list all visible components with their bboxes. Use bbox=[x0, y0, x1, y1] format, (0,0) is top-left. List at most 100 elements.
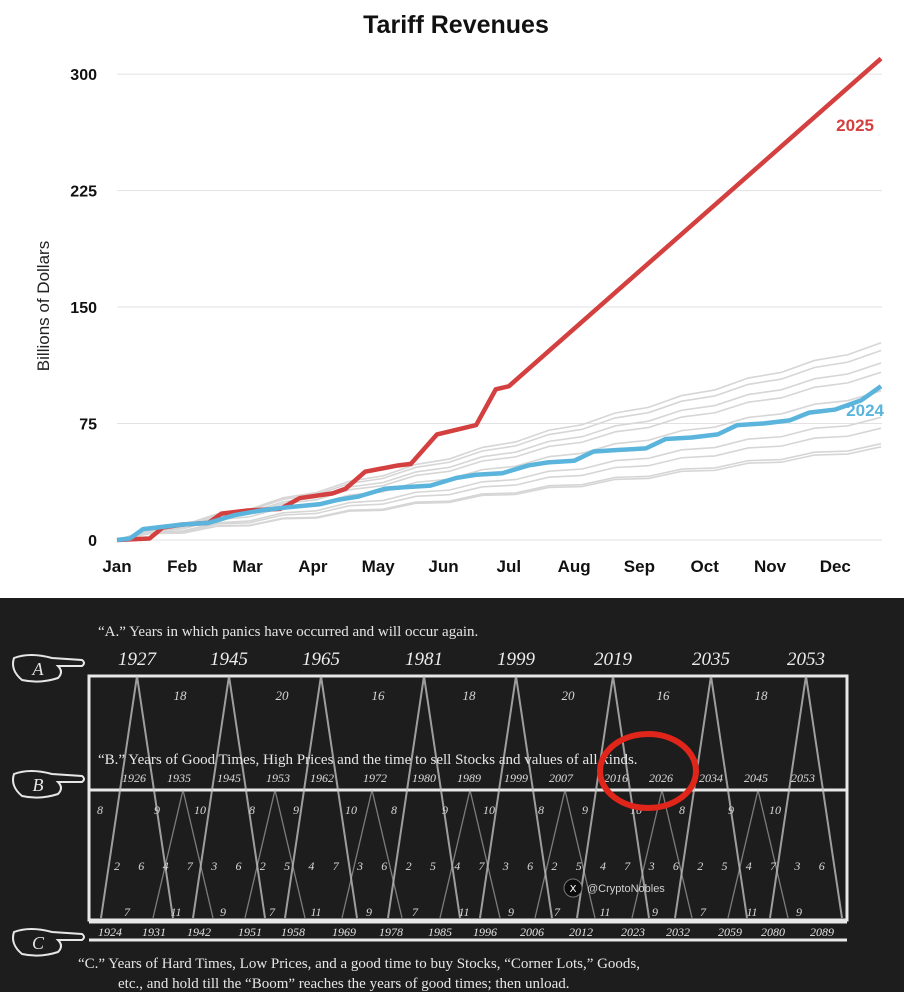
hard-years: 1924 1931 1942 1951 1958 1969 1978 1985 1996 2006… bbox=[89, 920, 847, 942]
watermark: X @CryptoNobles bbox=[563, 878, 665, 898]
y-ticks: 0 75 150 225 300 bbox=[70, 67, 97, 550]
cycle-number-mid: 7 bbox=[624, 859, 631, 873]
cycle-number-mid: 2 bbox=[551, 859, 557, 873]
chart-canvas: Tariff Revenues Billions of Dollars 0 75 1… bbox=[34, 11, 885, 576]
x-tick-label: Jan bbox=[102, 557, 131, 576]
good-year: 1999 bbox=[504, 771, 528, 785]
good-year: 1953 bbox=[266, 771, 290, 785]
x-tick-label: Mar bbox=[232, 557, 263, 576]
cycle-triangle bbox=[479, 675, 553, 919]
x-logo-glyph: X bbox=[570, 884, 577, 895]
benner-background bbox=[0, 598, 904, 992]
hard-year: 1931 bbox=[142, 925, 166, 939]
panic-year: 2019 bbox=[594, 649, 633, 670]
good-year: 2016 bbox=[604, 771, 628, 785]
x-tick-label: May bbox=[362, 557, 396, 576]
x-logo-icon bbox=[563, 878, 583, 898]
hard-year: 2080 bbox=[761, 925, 785, 939]
panic-interval: 18 bbox=[755, 688, 769, 703]
cycle-number-mid: 7 bbox=[187, 859, 194, 873]
cycle-triangle-small bbox=[439, 789, 501, 919]
cycle-number-mid: 3 bbox=[210, 859, 217, 873]
panic-interval: 16 bbox=[372, 688, 386, 703]
cycle-number-bottom: 9 bbox=[652, 905, 658, 919]
cycle-number-bottom: 9 bbox=[796, 905, 802, 919]
panic-year: 1927 bbox=[118, 649, 158, 670]
cycle-number-bottom: 9 bbox=[220, 905, 226, 919]
panic-year: 1965 bbox=[302, 649, 340, 670]
cycle-number-mid: 7 bbox=[333, 859, 340, 873]
section-b-description: “B.” Years of Good Times, High Prices an… bbox=[98, 752, 638, 768]
hard-year: 2089 bbox=[810, 925, 834, 939]
cycle-number-mid: 5 bbox=[722, 859, 728, 873]
gridlines bbox=[117, 73, 882, 541]
cycle-number-mid: 6 bbox=[673, 859, 679, 873]
x-tick-label: Sep bbox=[624, 557, 655, 576]
pointing-hands: A B C bbox=[12, 654, 85, 957]
cycle-number-mid: 6 bbox=[236, 859, 242, 873]
section-a-description: “A.” Years in which panics have occurred… bbox=[98, 624, 478, 640]
cycle-number-top: 10 bbox=[769, 803, 781, 817]
cycle-number-top: 9 bbox=[728, 803, 734, 817]
y-tick-label: 300 bbox=[70, 67, 97, 84]
panic-year: 1981 bbox=[405, 649, 443, 670]
historical-year-line bbox=[116, 390, 882, 541]
y-tick-label: 225 bbox=[70, 184, 97, 201]
cycle-triangle bbox=[674, 675, 748, 919]
hard-year: 2059 bbox=[718, 925, 742, 939]
cycle-number-mid: 3 bbox=[793, 859, 800, 873]
good-year: 2034 bbox=[699, 771, 723, 785]
hard-year: 1924 bbox=[98, 925, 122, 939]
x-tick-label: Nov bbox=[754, 557, 787, 576]
hand-b-icon: B bbox=[12, 770, 85, 799]
panic-intervals: 18 20 16 18 20 16 18 bbox=[174, 688, 769, 703]
panic-interval: 20 bbox=[562, 688, 576, 703]
panic-year: 1945 bbox=[210, 649, 248, 670]
cycle-number-mid: 7 bbox=[479, 859, 486, 873]
good-year: 1962 bbox=[310, 771, 334, 785]
cycle-number-top: 8 bbox=[538, 803, 544, 817]
hard-year: 2032 bbox=[666, 925, 690, 939]
hand-letter: C bbox=[32, 933, 45, 953]
cycle-triangle-small bbox=[631, 789, 693, 919]
cycle-number-top: 9 bbox=[442, 803, 448, 817]
watermark-text: @CryptoNobles bbox=[587, 883, 665, 895]
hand-a-icon: A bbox=[12, 654, 85, 683]
series-lines bbox=[116, 56, 883, 543]
x-tick-label: Apr bbox=[298, 557, 328, 576]
benner-canvas: “A.” Years in which panics have occurred… bbox=[0, 598, 904, 992]
y-tick-label: 75 bbox=[79, 417, 97, 434]
cycle-number-top: 9 bbox=[293, 803, 299, 817]
cycle-number-mid: 5 bbox=[430, 859, 436, 873]
section-c-description-line1: “C.” Years of Hard Times, Low Prices, an… bbox=[78, 956, 640, 972]
hard-year: 2006 bbox=[520, 925, 544, 939]
cycle-number-top: 10 bbox=[194, 803, 206, 817]
cycle-number-bottom: 7 bbox=[700, 905, 707, 919]
hard-year: 1951 bbox=[238, 925, 262, 939]
cycle-number-top: 8 bbox=[679, 803, 685, 817]
tariff-revenues-chart: Tariff Revenues Billions of Dollars 0 75 1… bbox=[34, 11, 885, 576]
cycle-number-bottom: 11 bbox=[746, 905, 757, 919]
series-labels: 2025 2024 bbox=[836, 116, 884, 420]
cycle-number-bottom: 7 bbox=[124, 905, 131, 919]
cycle-number-mid: 3 bbox=[356, 859, 363, 873]
highlight-circle bbox=[597, 731, 699, 811]
good-year: 1926 bbox=[122, 771, 146, 785]
hand-letter: A bbox=[32, 659, 45, 679]
cycle-triangles bbox=[100, 675, 843, 919]
cycle-triangle-small bbox=[152, 789, 214, 919]
x-tick-label: Feb bbox=[167, 557, 197, 576]
cycle-number-bottom: 9 bbox=[366, 905, 372, 919]
x-tick-label: Aug bbox=[558, 557, 591, 576]
cycle-number-mid: 3 bbox=[648, 859, 655, 873]
good-year: 2007 bbox=[549, 771, 574, 785]
panic-interval: 18 bbox=[174, 688, 188, 703]
cycle-number-mid: 6 bbox=[381, 859, 387, 873]
section-c-description-line2: etc., and hold till the “Boom” reaches t… bbox=[118, 976, 570, 992]
good-year: 1935 bbox=[167, 771, 191, 785]
cycle-number-mid: 2 bbox=[260, 859, 266, 873]
cycle-triangle bbox=[100, 675, 174, 919]
cycle-number-bottom: 11 bbox=[170, 905, 181, 919]
cycle-number-bottom: 11 bbox=[599, 905, 610, 919]
cycle-number-mid: 7 bbox=[770, 859, 777, 873]
